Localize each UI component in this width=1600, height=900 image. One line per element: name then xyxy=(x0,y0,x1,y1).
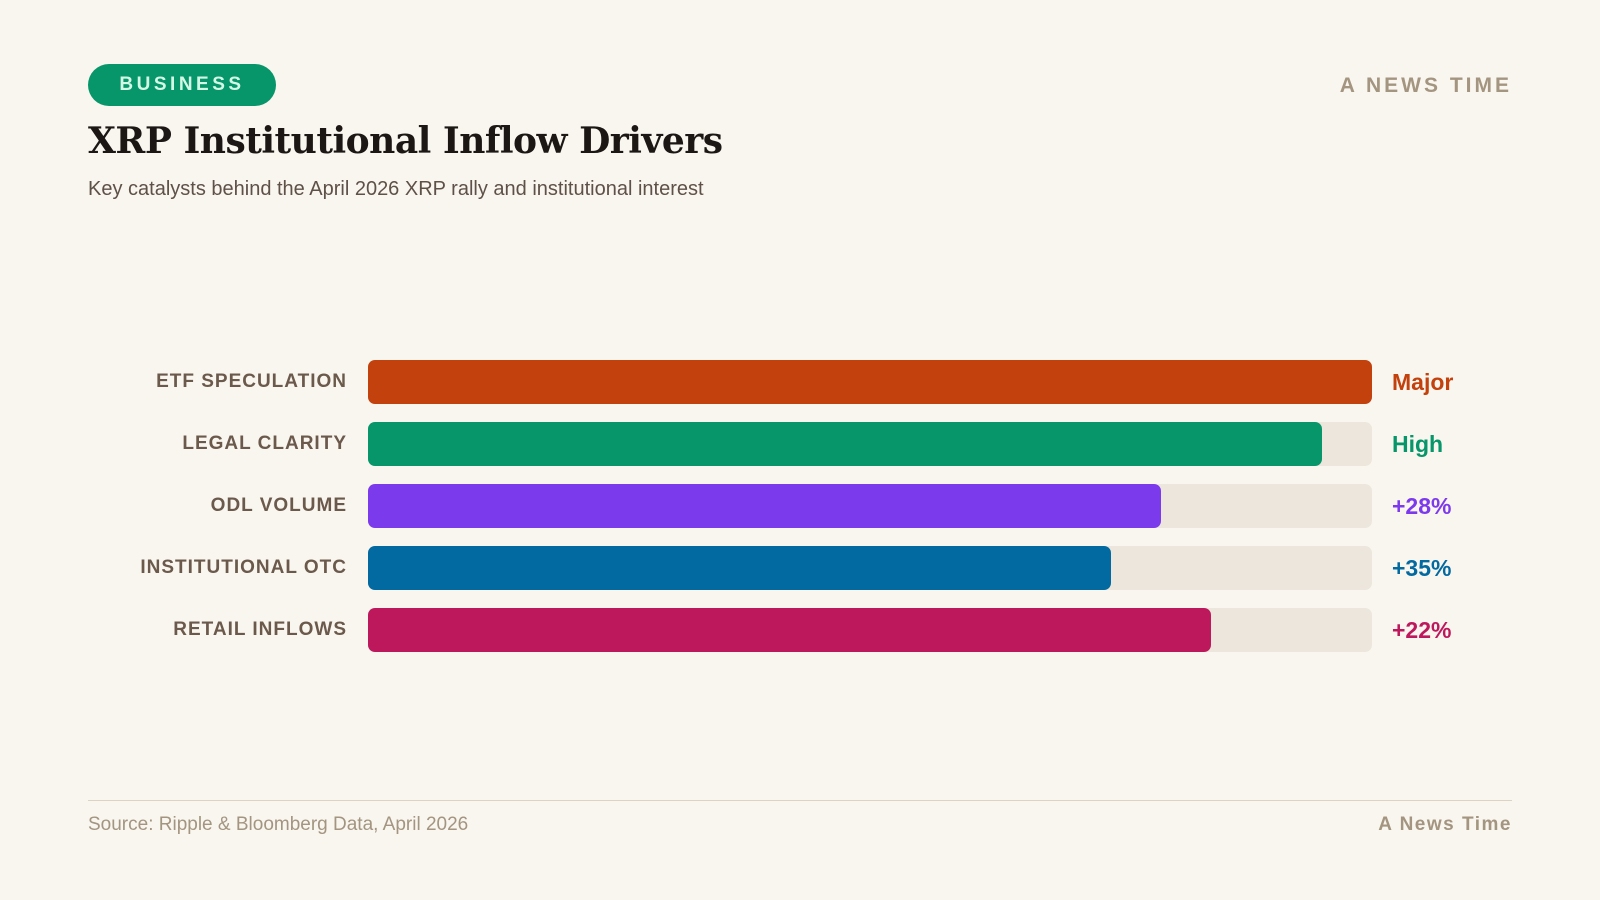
bar-row: ETF SPECULATION Major xyxy=(0,360,1600,404)
value-label: +22% xyxy=(1392,617,1452,643)
category-label: ETF SPECULATION xyxy=(156,371,347,392)
category-label: LEGAL CLARITY xyxy=(182,433,347,454)
bar xyxy=(368,484,1162,528)
bar-track xyxy=(368,546,1372,590)
bar-row: ODL VOLUME +28% xyxy=(0,484,1600,528)
footer-divider xyxy=(88,800,1512,801)
bar-row: INSTITUTIONAL OTC +35% xyxy=(0,546,1600,590)
bar-row: RETAIL INFLOWS +22% xyxy=(0,608,1600,652)
footer-brand: A News Time xyxy=(1378,814,1512,835)
category-label: ODL VOLUME xyxy=(210,495,347,516)
bar-track xyxy=(368,608,1372,652)
source-note: Source: Ripple & Bloomberg Data, April 2… xyxy=(88,814,469,835)
subtitle: Key catalysts behind the April 2026 XRP … xyxy=(88,178,704,200)
bar xyxy=(368,360,1372,404)
value-label: +28% xyxy=(1392,493,1452,519)
bar xyxy=(368,546,1111,590)
bar-row: LEGAL CLARITY High xyxy=(0,422,1600,466)
bar-track xyxy=(368,484,1372,528)
value-label: Major xyxy=(1392,369,1454,395)
bar-track xyxy=(368,360,1372,404)
page-title: XRP Institutional Inflow Drivers xyxy=(88,120,723,162)
bar xyxy=(368,422,1322,466)
brand-logo: A NEWS TIME xyxy=(1339,74,1512,97)
bar-track xyxy=(368,422,1372,466)
category-badge: BUSINESS xyxy=(88,64,276,106)
bar xyxy=(368,608,1212,652)
value-label: +35% xyxy=(1392,555,1452,581)
category-label: RETAIL INFLOWS xyxy=(173,619,347,640)
category-label: INSTITUTIONAL OTC xyxy=(140,557,347,578)
value-label: High xyxy=(1392,431,1444,457)
